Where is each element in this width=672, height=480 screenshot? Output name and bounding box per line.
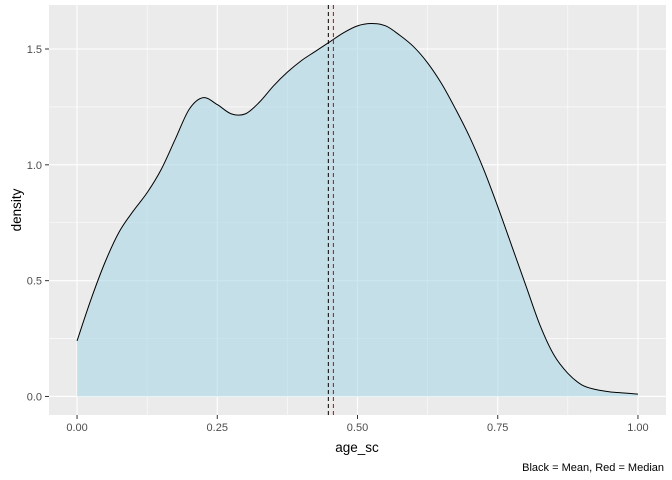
y-tick-label: 1.0 xyxy=(27,160,42,172)
x-tick-label: 1.00 xyxy=(627,422,648,434)
density-curve xyxy=(76,23,638,395)
y-tick-label: 0.5 xyxy=(27,276,42,288)
caption: Black = Mean, Red = Median xyxy=(522,462,664,474)
x-tick-label: 0.25 xyxy=(207,422,228,434)
x-axis-title: age_sc xyxy=(335,440,379,455)
x-tick-label: 0.00 xyxy=(66,422,87,434)
x-tick-label: 0.75 xyxy=(487,422,508,434)
y-axis-title: density xyxy=(9,188,24,231)
y-tick-label: 0.0 xyxy=(27,391,42,403)
x-tick-label: 0.50 xyxy=(347,422,368,434)
y-tick-label: 1.5 xyxy=(27,44,42,56)
density-area xyxy=(77,23,638,397)
axes: 0.00 0.25 0.50 0.75 1.00 0.0 0.5 1.0 1.5 xyxy=(27,44,649,434)
